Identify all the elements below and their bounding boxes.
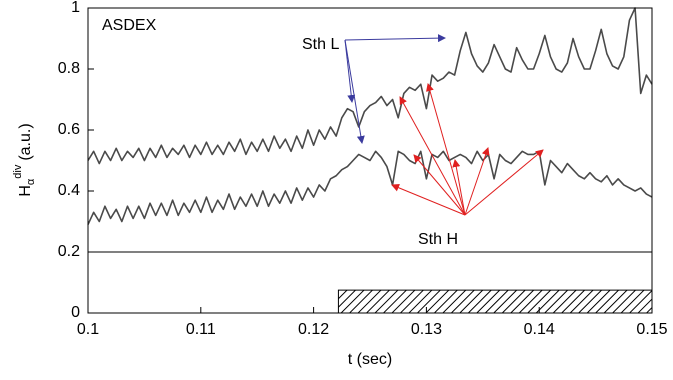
y-tick-label: 0.2 <box>58 243 80 260</box>
plot-area: 0 0.2 0.4 0.6 0.8 1 0.1 0.11 0.12 0.13 0.14 0.15 <box>58 0 668 338</box>
plot-frame <box>87 7 653 314</box>
x-tick-label: 0.11 <box>186 321 216 338</box>
x-tick-label: 0.1 <box>77 321 99 338</box>
y-tick-label: 0 <box>71 304 80 321</box>
x-tick-label: 0.15 <box>636 321 667 338</box>
annotation: Sth L <box>302 36 339 53</box>
line-series <box>87 150 653 225</box>
x-axis-label: t (sec) <box>348 351 392 368</box>
y-axis-label: Hαdiv (a.u.) <box>12 123 37 196</box>
sth-l-arrows <box>344 34 446 144</box>
y-label-main: H <box>17 185 34 197</box>
sth-h-arrows <box>391 83 544 216</box>
x-tick-label: 0.14 <box>524 321 555 338</box>
y-tick-label: 0.4 <box>58 182 80 199</box>
shaded-band <box>337 289 653 314</box>
y-tick-label: 1 <box>71 0 80 16</box>
line-series <box>87 7 653 165</box>
y-label-sub: α <box>25 178 37 185</box>
y-tick-label: 0.8 <box>58 60 80 77</box>
annotation: Sth H <box>418 231 458 248</box>
y-label-sup: div <box>12 164 24 179</box>
y-label-unit: (a.u.) <box>17 123 34 160</box>
x-tick-label: 0.13 <box>411 321 442 338</box>
annotation: ASDEX <box>102 17 157 34</box>
y-tick-label: 0.6 <box>58 121 80 138</box>
x-tick-label: 0.12 <box>298 321 329 338</box>
